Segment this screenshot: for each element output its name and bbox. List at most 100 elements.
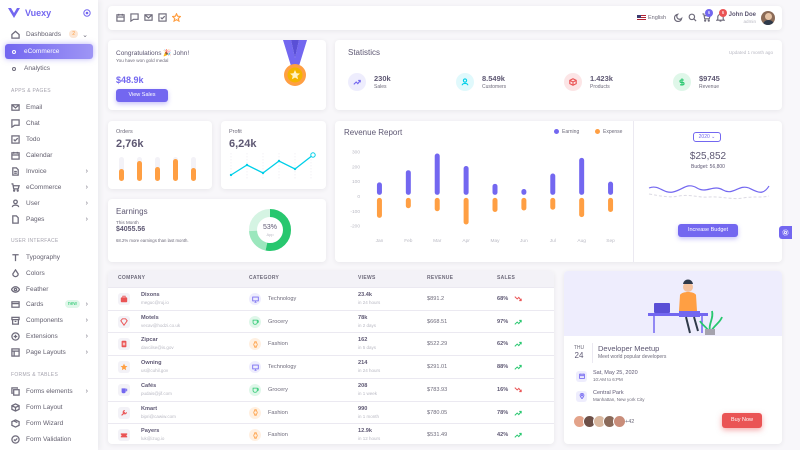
icon-box [576, 390, 587, 402]
toolbox-icon [120, 295, 128, 303]
section-header-forms: FORMS & TABLES [11, 372, 59, 378]
user-icon [461, 78, 469, 86]
check-square-icon[interactable] [158, 13, 167, 22]
sidebar-item-email[interactable]: Email [5, 100, 93, 115]
x-tick-label: Sep [606, 238, 615, 244]
star-icon[interactable] [172, 13, 181, 22]
user-name[interactable]: John Doe [728, 12, 756, 18]
sidebar-item-analytics[interactable]: Analytics [5, 61, 93, 76]
sidebar-item-components[interactable]: Components › [5, 313, 93, 328]
sidebar-item-colors[interactable]: Colors [5, 266, 93, 281]
sidebar-item-extensions[interactable]: Extensions › [5, 329, 93, 344]
watch-icon [252, 431, 258, 439]
column-header[interactable]: CATEGORY [249, 275, 280, 281]
sidebar-item-todo[interactable]: Todo [5, 132, 93, 147]
sidebar-item-page-layouts[interactable]: Page Layouts › [5, 345, 93, 360]
bar-earning-aug[interactable] [579, 157, 585, 195]
sidebar-item-label: Form Validation [26, 436, 72, 443]
bar-earning-jul[interactable] [550, 173, 556, 195]
table-row[interactable]: Dixons meguc@ruj.io Technology 23.4k in … [108, 287, 554, 310]
table-row[interactable]: Kmart bipri@cawiw.com Fashion 990 in 1 m… [108, 400, 554, 424]
company-name: Motels [141, 314, 159, 321]
sidebar-item-form-wizard[interactable]: Form Wizard [5, 416, 93, 431]
column-header[interactable]: VIEWS [358, 275, 376, 281]
statistics-card: Statistics Updated 1 month ago [335, 40, 782, 110]
increase-budget-button[interactable]: Increase Budget [678, 224, 738, 237]
sidebar-item-form-validation[interactable]: Form Validation [5, 432, 93, 447]
table-row[interactable]: Payers luk@izug.io Fashion 12.9k in 12 h… [108, 423, 554, 444]
bar-earning-apr[interactable] [463, 166, 469, 195]
user-avatar[interactable] [761, 11, 775, 25]
stat-value: 8.549k [482, 74, 505, 83]
sidebar-item-ecommerce[interactable]: eCommerce › [5, 180, 93, 195]
column-header[interactable]: SALES [497, 275, 516, 281]
check-circle-icon [11, 435, 20, 444]
sidebar-item-invoice[interactable]: Invoice › [5, 164, 93, 179]
sidebar-item-label: Chat [26, 120, 40, 127]
message-square-icon[interactable] [130, 13, 139, 22]
sidebar-item-chat[interactable]: Chat [5, 116, 93, 131]
sidebar-item-forms-elements[interactable]: Forms elements › [5, 384, 93, 399]
bar-expense-may[interactable] [492, 197, 498, 212]
sidebar-item-form-layout[interactable]: Form Layout [5, 400, 93, 415]
bar-earning-sep[interactable] [608, 181, 614, 195]
bar-expense-apr[interactable] [463, 197, 469, 225]
bar-earning-mar[interactable] [434, 153, 440, 195]
views-value: 208 [358, 382, 368, 389]
table-row[interactable]: Motels vecav@hodzi.co.uk Grocery 78k in … [108, 309, 554, 333]
bar-expense-mar[interactable] [434, 197, 440, 212]
column-header[interactable]: REVENUE [427, 275, 454, 281]
bar-expense-aug[interactable] [579, 197, 585, 218]
y-tick-label: 300 [352, 150, 360, 156]
bar-expense-feb[interactable] [405, 197, 411, 209]
table-row[interactable]: Owning us@cuhil.gov Technology 214 in 24… [108, 355, 554, 378]
archive-icon [11, 316, 20, 325]
customizer-toggle[interactable] [779, 226, 792, 239]
coffee-icon [252, 319, 259, 325]
sidebar-item-user[interactable]: User › [5, 196, 93, 211]
sidebar-item-feather[interactable]: Feather [5, 282, 93, 297]
monitor-icon [251, 296, 259, 303]
collapse-toggle-icon[interactable] [83, 9, 91, 17]
stat-icon-bg [456, 73, 474, 91]
column-header[interactable]: COMPANY [118, 275, 146, 281]
category-badge [249, 429, 261, 442]
legend-dot [595, 129, 600, 135]
sidebar: Vuexy Dashboards 2 ⌄ eCommerce Analytics… [0, 0, 98, 450]
bar-expense-jan[interactable] [376, 197, 382, 218]
x-tick-label: Apr [462, 238, 470, 244]
bar-earning-jan[interactable] [376, 182, 382, 195]
search-icon[interactable] [688, 13, 697, 22]
legend-label: Expense [603, 129, 623, 135]
buy-now-button[interactable]: Buy Now [722, 413, 762, 428]
brand[interactable]: Vuexy [8, 6, 51, 20]
bar-expense-sep[interactable] [608, 197, 614, 212]
sidebar-item-pages[interactable]: Pages › [5, 212, 93, 227]
category-badge [249, 406, 261, 419]
bar-earning-feb[interactable] [405, 170, 411, 195]
bar-earning-may[interactable] [492, 183, 498, 195]
view-sales-button[interactable]: View Sales [116, 89, 168, 102]
bar-expense-jun[interactable] [521, 197, 527, 211]
sidebar-item-ecommerce-dashboard[interactable]: eCommerce [5, 44, 93, 59]
views-period: in 12 hours [358, 436, 381, 442]
attendee-avatars[interactable] [573, 415, 626, 428]
sidebar-item-cards[interactable]: Cards new › [5, 297, 93, 312]
table-row[interactable]: Cafés pudais@jif.com Grocery 208 in 1 we… [108, 377, 554, 401]
bar-expense-jul[interactable] [550, 197, 556, 210]
congratulations-card: Congratulations 🎉 John! You have won gol… [108, 40, 326, 110]
profit-line-chart [229, 152, 316, 179]
moon-icon[interactable] [674, 13, 683, 22]
stat-label: Customers [482, 84, 507, 90]
language-selector[interactable]: English [648, 15, 667, 21]
table-row[interactable]: Zipcar davcilse@is.gov Fashion 162 in 5 … [108, 332, 554, 355]
sidebar-item-calendar[interactable]: Calendar [5, 148, 93, 163]
calendar-icon[interactable] [116, 13, 125, 22]
bar-earning-jun[interactable] [521, 189, 527, 195]
sidebar-item-typography[interactable]: Typography [5, 250, 93, 265]
mail-icon[interactable] [144, 13, 153, 22]
sidebar-item-dashboards[interactable]: Dashboards 2 ⌄ [5, 27, 93, 42]
company-name: Zipcar [141, 337, 158, 344]
sidebar-item-label: Components [26, 317, 63, 324]
year-dropdown[interactable]: 2020 ⌄ [693, 132, 721, 142]
